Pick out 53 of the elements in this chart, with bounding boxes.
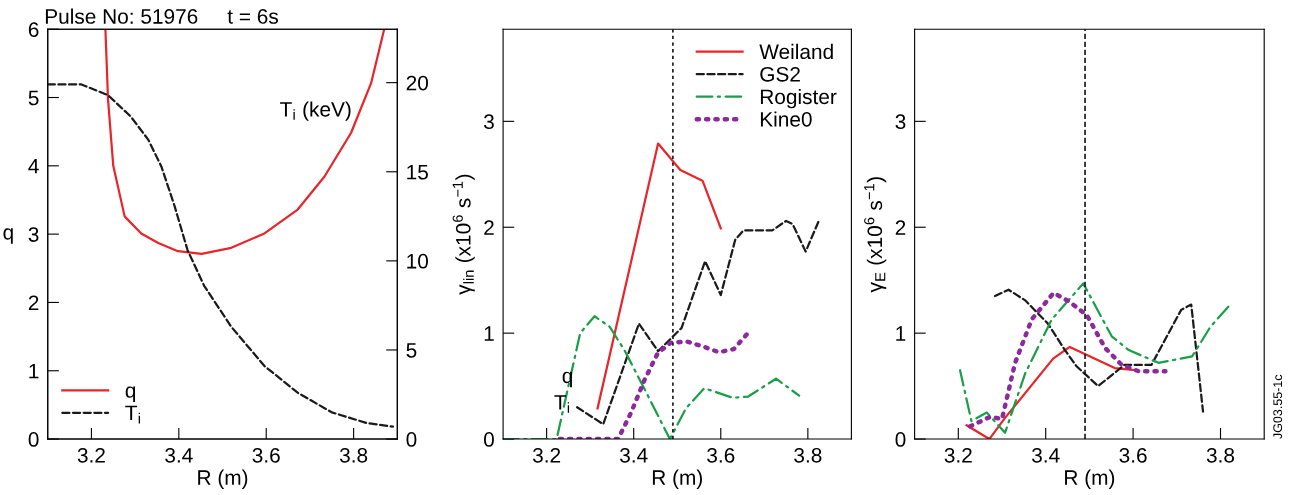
x-tick-label: 3.4 [1032, 447, 1060, 463]
x-tick-label: 3.2 [944, 447, 972, 463]
line-series [596, 142, 722, 410]
y-tick-label: 0 [895, 432, 906, 447]
y-tick-label: 3 [483, 114, 494, 130]
annotation: q [562, 371, 572, 388]
line-series [104, 29, 386, 256]
legend-label: T$_{i}$ [125, 405, 140, 424]
y-tick-label: 0 [28, 432, 39, 447]
y2-tick-label: 0 [406, 432, 417, 447]
x-tick-label: 3.4 [620, 447, 648, 463]
x-axis-title: R (m) [1065, 469, 1115, 490]
y-tick-label: 6 [28, 22, 39, 37]
x-tick-label: 3.6 [1119, 447, 1147, 463]
y-tick-label: 4 [28, 159, 39, 174]
y-tick-label: 1 [896, 326, 906, 341]
y-tick-label: 3 [895, 114, 906, 130]
y-tick-label: 1 [29, 363, 39, 379]
legend-label: q [125, 386, 136, 402]
x-tick-label: 3.2 [77, 447, 105, 463]
y-tick-label: 2 [28, 295, 39, 310]
x-tick-label: 3.8 [794, 447, 822, 463]
y-axis-title: q [3, 228, 13, 244]
line-series [958, 282, 1230, 434]
text: JG03.55-1c [1273, 374, 1283, 439]
y2-tick-label: 15 [407, 164, 428, 180]
y-axis-title: γ$_{lin}$ (x10$^{6}$ s$^{−1}$) [452, 174, 475, 295]
chart-title: Pulse No: 51976 t = 6s [45, 8, 278, 24]
x-tick-label: 3.6 [707, 447, 735, 463]
x-tick-label: 3.8 [339, 447, 368, 463]
y-tick-label: 3 [28, 227, 39, 242]
legend-label: Rogister [760, 88, 837, 109]
x-axis-title: R (m) [652, 469, 702, 490]
y-tick-label: 1 [484, 326, 494, 341]
x-tick-label: 3.8 [1206, 447, 1235, 463]
x-axis-title: R (m) [198, 469, 248, 490]
x-tick-label: 3.2 [532, 447, 561, 463]
x-tick-label: 3.6 [252, 447, 280, 463]
y-tick-label: 5 [28, 90, 39, 106]
y-axis-title: γ$_{E}$ (x10$^{6}$ s$^{−1}$) [864, 177, 887, 293]
y2-axis-title: T$_{i}$ (keV) [280, 101, 351, 121]
y2-tick-label: 5 [406, 343, 417, 358]
y-tick-label: 2 [895, 220, 906, 235]
line-series [967, 290, 1168, 429]
y-tick-label: 0 [484, 432, 494, 447]
y2-tick-label: 20 [406, 75, 429, 91]
y-tick-label: 2 [484, 220, 494, 235]
legend-label: Kine0 [760, 111, 812, 127]
legend-label: Weiland [759, 43, 833, 60]
line-series [47, 83, 395, 428]
x-tick-label: 3.4 [165, 447, 193, 463]
y2-tick-label: 10 [407, 253, 429, 269]
legend-label: GS2 [760, 66, 800, 82]
